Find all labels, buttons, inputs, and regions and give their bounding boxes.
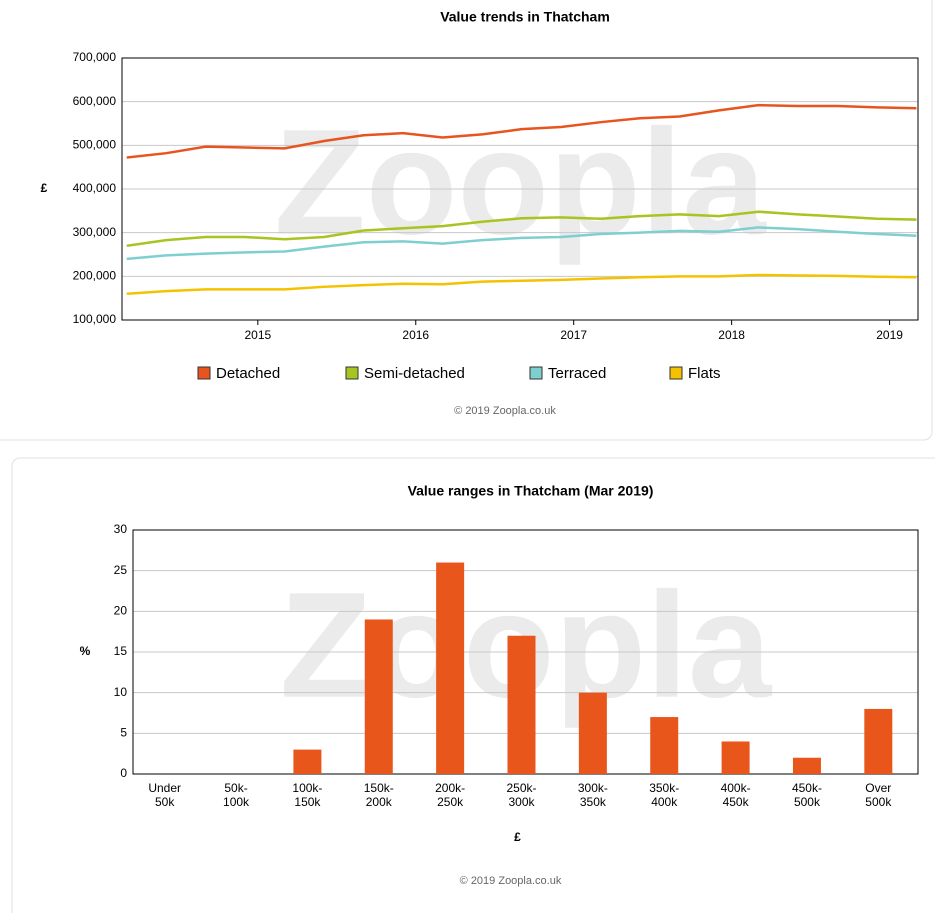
x-tick-label: 350k-400k bbox=[649, 781, 680, 809]
bar bbox=[578, 692, 607, 774]
y-tick-label: 400,000 bbox=[73, 181, 117, 195]
chart-title: Value trends in Thatcham bbox=[440, 9, 610, 25]
bar bbox=[792, 757, 821, 774]
x-tick-label: 400k-450k bbox=[720, 781, 751, 809]
x-tick-label: 300k-350k bbox=[577, 781, 608, 809]
x-tick-label: 450k-500k bbox=[791, 781, 822, 809]
footer: © 2019 Zoopla.co.uk bbox=[454, 405, 556, 417]
footer: © 2019 Zoopla.co.uk bbox=[460, 875, 562, 887]
x-tick-label: 150k-200k bbox=[363, 781, 394, 809]
y-tick-label: 30 bbox=[114, 522, 128, 536]
x-tick-label: 2016 bbox=[402, 328, 429, 342]
series-line bbox=[126, 210, 917, 248]
y-tick-label: 0 bbox=[120, 766, 127, 780]
bar bbox=[364, 619, 393, 774]
x-tick-label: 200k-250k bbox=[435, 781, 466, 809]
x-tick-label: Under 50k bbox=[148, 781, 182, 809]
legend-label: Detached bbox=[216, 365, 280, 382]
x-tick-label: 50k-100k bbox=[223, 781, 250, 809]
y-axis-label: £ bbox=[41, 181, 48, 195]
y-tick-label: 15 bbox=[114, 644, 128, 658]
y-tick-label: 300,000 bbox=[73, 225, 117, 239]
y-tick-label: 25 bbox=[114, 563, 128, 577]
y-tick-label: 5 bbox=[120, 726, 127, 740]
bar bbox=[507, 635, 536, 774]
bar bbox=[436, 562, 465, 774]
bar bbox=[721, 741, 750, 774]
legend-swatch bbox=[669, 366, 683, 380]
x-tick-label: 2018 bbox=[718, 328, 745, 342]
legend-label: Terraced bbox=[548, 365, 606, 382]
series-line bbox=[126, 273, 917, 296]
y-tick-label: 600,000 bbox=[73, 94, 117, 108]
plot-frame bbox=[121, 57, 919, 321]
legend-swatch bbox=[197, 366, 211, 380]
x-tick-label: 2017 bbox=[560, 328, 587, 342]
x-axis-label: £ bbox=[514, 830, 521, 844]
series-line bbox=[126, 226, 917, 261]
y-axis-label: % bbox=[80, 644, 91, 658]
y-tick-label: 200,000 bbox=[73, 269, 117, 283]
legend-swatch bbox=[345, 366, 359, 380]
bar bbox=[293, 749, 322, 774]
y-tick-label: 10 bbox=[114, 685, 128, 699]
chart-title: Value ranges in Thatcham (Mar 2019) bbox=[408, 483, 654, 499]
x-tick-label: 2015 bbox=[244, 328, 271, 342]
series-line bbox=[126, 103, 917, 159]
panel bbox=[0, 0, 933, 441]
x-tick-label: Over 500k bbox=[865, 781, 892, 809]
watermark: Zoopla bbox=[274, 98, 767, 266]
y-tick-label: 20 bbox=[114, 604, 128, 618]
legend-swatch bbox=[529, 366, 543, 380]
bar bbox=[650, 717, 679, 774]
panel bbox=[11, 457, 935, 913]
x-tick-label: 250k-300k bbox=[506, 781, 537, 809]
x-tick-label: 2019 bbox=[876, 328, 903, 342]
y-tick-label: 500,000 bbox=[73, 138, 117, 152]
x-tick-label: 100k-150k bbox=[292, 781, 323, 809]
legend-label: Flats bbox=[688, 365, 721, 382]
bar bbox=[864, 708, 893, 774]
y-tick-label: 700,000 bbox=[73, 50, 117, 64]
legend-label: Semi-detached bbox=[364, 365, 465, 382]
y-tick-label: 100,000 bbox=[73, 312, 117, 326]
